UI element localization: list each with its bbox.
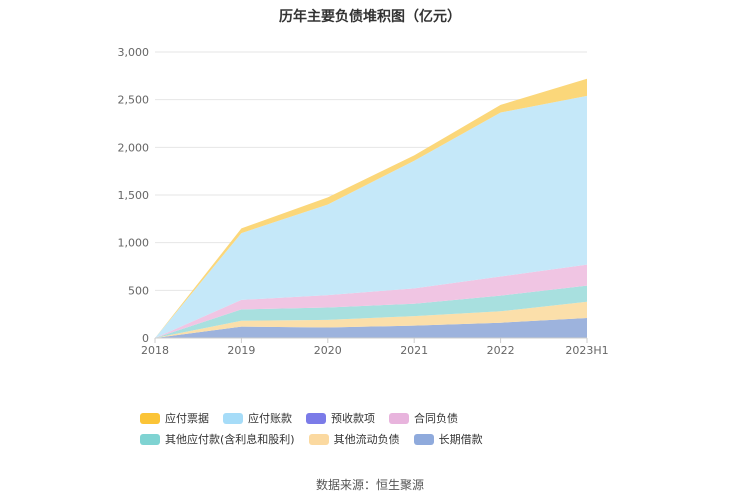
axes: 0 500 1,000 1,500 2,000 2,500 3,000 2018 2019 202… (118, 46, 609, 357)
area-series-合同负债 (155, 264, 587, 338)
x-tick-label: 2018 (141, 344, 169, 357)
area-series (155, 78, 587, 339)
y-tick-label: 1,000 (118, 237, 150, 250)
area-series-其他应付款(含利息和股利) (155, 285, 587, 338)
y-tick-label: 500 (128, 284, 149, 297)
legend-swatch (389, 412, 409, 424)
y-tick-label: 1,500 (118, 189, 150, 202)
legend-item[interactable]: 预收款项 (306, 411, 375, 425)
y-tick-label: 2,000 (118, 141, 150, 154)
x-tick-label: 2023H1 (565, 344, 608, 357)
legend-item[interactable]: 应付账款 (223, 411, 292, 425)
legend-swatch (413, 433, 434, 445)
legend-item[interactable]: 其他流动负债 (308, 432, 400, 446)
legend-label: 应付票据 (165, 412, 209, 425)
legend-swatch (140, 433, 160, 445)
legend-swatch (306, 412, 326, 424)
legend-item[interactable]: 其他应付款(含利息和股利) (140, 432, 295, 446)
area-series-应付账款 (155, 95, 587, 339)
legend-label: 其他应付款(含利息和股利) (165, 433, 295, 446)
y-tick-label: 0 (142, 332, 149, 345)
legend: 应付票据 应付账款 预收款项 合同负债其他应付款(含利息和股利) 其他流动负债 长期借款 (140, 411, 620, 453)
legend-item[interactable]: 合同负债 (389, 411, 458, 425)
y-tick-label: 2,500 (118, 94, 150, 107)
legend-label: 预收款项 (331, 412, 375, 425)
legend-label: 长期借款 (438, 433, 483, 446)
legend-swatch (223, 412, 243, 424)
x-tick-label: 2020 (314, 344, 342, 357)
legend-swatch (308, 433, 329, 445)
y-tick-label: 3,000 (118, 46, 150, 59)
legend-label: 应付账款 (248, 412, 292, 425)
x-tick-label: 2022 (487, 344, 515, 357)
x-tick-label: 2021 (400, 344, 428, 357)
area-series-长期借款 (155, 318, 587, 338)
legend-item[interactable]: 应付票据 (140, 411, 209, 425)
data-source-note: 数据来源：恒生聚源 (315, 478, 424, 492)
x-tick-label: 2019 (227, 344, 255, 357)
area-series-其他流动负债 (155, 301, 587, 338)
legend-label: 合同负债 (414, 412, 458, 425)
legend-swatch (140, 412, 160, 424)
chart-title: 历年主要负债堆积图（亿元） (279, 9, 461, 25)
legend-label: 其他流动负债 (333, 433, 400, 446)
legend-item[interactable]: 长期借款 (413, 432, 483, 446)
